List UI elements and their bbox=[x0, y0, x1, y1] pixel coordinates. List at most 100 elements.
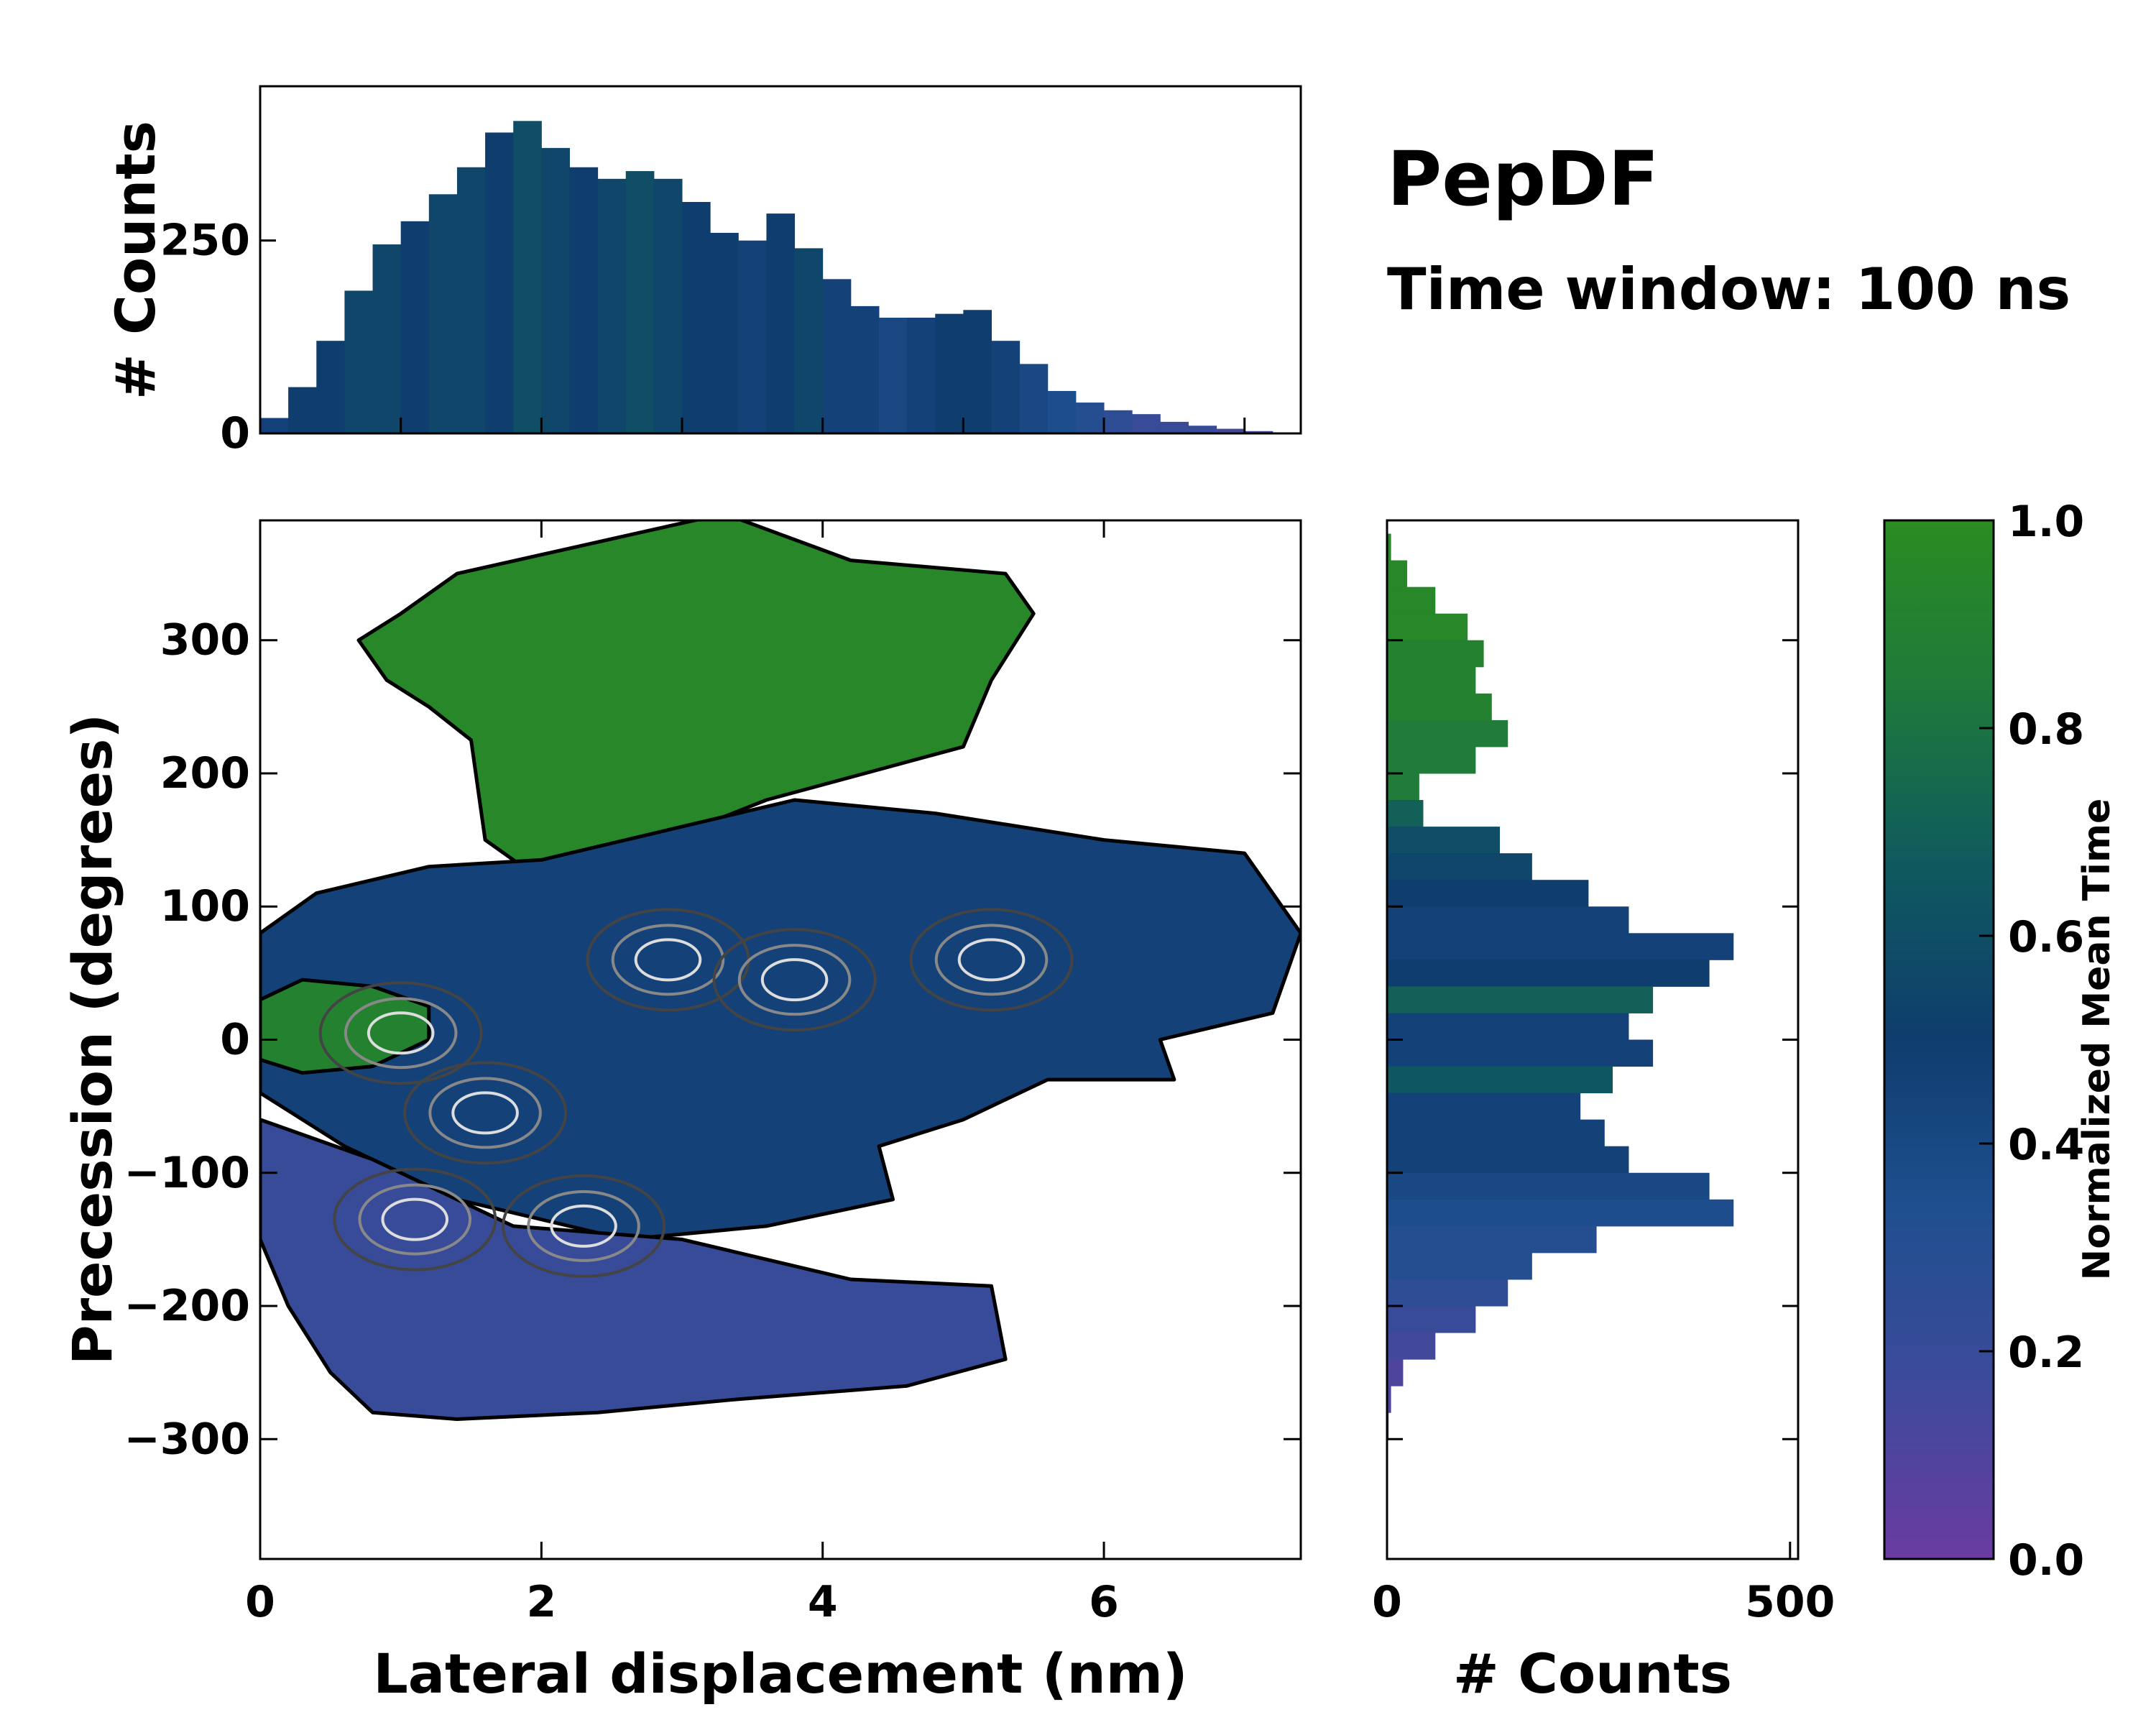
right-histogram-bar bbox=[1387, 1279, 1508, 1307]
main-heatmap-ylabel: Precession (degrees) bbox=[60, 714, 124, 1365]
top-histogram-bar bbox=[316, 341, 345, 433]
top-histogram-bar bbox=[766, 213, 796, 433]
main-heatmap-ytick-label: 100 bbox=[160, 881, 250, 932]
right-histogram-bar bbox=[1387, 560, 1408, 588]
colorbar-tick-label: 0.2 bbox=[2008, 1328, 2084, 1378]
heatmap-contour bbox=[527, 1190, 640, 1262]
colorbar-tick-label: 1.0 bbox=[2008, 497, 2084, 547]
right-histogram-bar bbox=[1387, 1172, 1710, 1200]
top-histogram-bar bbox=[1104, 410, 1133, 433]
main-heatmap-xtick-label: 2 bbox=[526, 1577, 556, 1627]
top-histogram-bar bbox=[682, 202, 711, 433]
main-heatmap-ytick-label: −100 bbox=[124, 1148, 250, 1198]
right-histogram-panel: 0 500 # Counts bbox=[1372, 519, 1835, 1706]
top-histogram-bar bbox=[1216, 428, 1245, 433]
top-histogram-bar bbox=[372, 244, 402, 433]
right-histogram-bar bbox=[1387, 1013, 1629, 1040]
right-histogram-bar bbox=[1387, 1146, 1629, 1174]
top-histogram-bar bbox=[710, 232, 739, 433]
right-histogram-bar bbox=[1387, 746, 1476, 774]
main-heatmap-ytick-label: 200 bbox=[160, 748, 250, 799]
top-histogram-bar bbox=[907, 318, 936, 433]
heatmap-contour bbox=[737, 944, 852, 1016]
top-histogram-bar bbox=[794, 248, 824, 433]
top-histogram-bar bbox=[485, 132, 514, 433]
heatmap-contour bbox=[934, 924, 1049, 996]
colorbar: 0.0 0.2 0.4 0.6 0.8 1.0 Normalized Mean Time bbox=[1883, 497, 2119, 1586]
right-histogram-xtick-label: 500 bbox=[1745, 1577, 1835, 1627]
right-histogram-bar bbox=[1387, 986, 1654, 1013]
right-histogram-bar bbox=[1387, 1199, 1734, 1227]
colorbar-gradient bbox=[1883, 519, 1995, 1560]
top-histogram-bar bbox=[1160, 421, 1189, 433]
right-histogram-bar bbox=[1387, 1066, 1613, 1094]
top-histogram-bar bbox=[935, 313, 964, 433]
top-histogram-bar bbox=[1132, 414, 1161, 433]
heatmap-contour bbox=[428, 1077, 542, 1149]
main-heatmap-ytick-label: 0 bbox=[220, 1015, 250, 1065]
top-histogram-bar bbox=[991, 341, 1021, 433]
top-histogram-bar bbox=[1075, 402, 1105, 433]
top-histogram-bar bbox=[850, 305, 880, 433]
top-histogram-bar bbox=[428, 194, 458, 433]
heatmap-contour bbox=[318, 981, 483, 1085]
top-histogram-bar bbox=[1047, 390, 1077, 433]
right-histogram-bar bbox=[1387, 1306, 1476, 1333]
right-histogram-bar bbox=[1387, 1039, 1654, 1067]
right-histogram-bar bbox=[1387, 1333, 1436, 1360]
top-histogram-panel: 0 250 # Counts bbox=[103, 85, 1302, 459]
heatmap-hotspots bbox=[318, 908, 1074, 1278]
heatmap-contour bbox=[502, 1174, 666, 1278]
right-histogram-bar bbox=[1387, 1359, 1404, 1386]
top-histogram-bar bbox=[653, 178, 683, 434]
right-histogram-bar bbox=[1387, 693, 1492, 721]
figure-title: PepDF bbox=[1387, 135, 1659, 223]
right-histogram-bar bbox=[1387, 773, 1419, 801]
colorbar-tick-label: 0.6 bbox=[2008, 912, 2084, 962]
main-heatmap-panel: 0 2 4 6 −300 −200 −100 0 100 200 300 Lateral displ… bbox=[60, 519, 1302, 1706]
top-histogram-bar bbox=[878, 318, 908, 433]
top-histogram-ytick-label: 250 bbox=[160, 216, 250, 266]
figure-subtitle: Time window: 100 ns bbox=[1387, 256, 2070, 323]
colorbar-tick-label: 0.4 bbox=[2008, 1120, 2084, 1170]
top-histogram-frame bbox=[259, 85, 1302, 435]
heatmap-contour bbox=[712, 928, 877, 1032]
right-histogram-bar bbox=[1387, 1386, 1391, 1413]
main-heatmap-xlabel: Lateral displacement (nm) bbox=[373, 1642, 1187, 1706]
heatmap-contour bbox=[909, 908, 1074, 1012]
main-heatmap-ticks: 0 2 4 6 −300 −200 −100 0 100 200 300 bbox=[124, 520, 1301, 1627]
top-histogram-bar bbox=[344, 290, 374, 433]
heatmap-region-middle bbox=[260, 798, 1301, 1241]
top-histogram-bar bbox=[1188, 426, 1217, 433]
right-histogram-bar bbox=[1387, 533, 1391, 561]
right-histogram-bar bbox=[1387, 853, 1532, 880]
top-histogram-bar bbox=[822, 279, 852, 433]
heatmap-contour bbox=[358, 1183, 472, 1256]
right-histogram-bar bbox=[1387, 586, 1436, 615]
right-histogram-xlabel: # Counts bbox=[1453, 1642, 1732, 1706]
heatmap-contour bbox=[634, 938, 702, 982]
top-histogram-ticks: 0 250 bbox=[160, 216, 1246, 459]
top-histogram-ylabel: # Counts bbox=[103, 121, 167, 400]
main-heatmap-xtick-label: 0 bbox=[245, 1577, 275, 1627]
top-histogram-bar bbox=[456, 167, 486, 433]
right-histogram-bar bbox=[1387, 613, 1468, 641]
right-histogram-bar bbox=[1387, 827, 1501, 854]
heatmap-contour bbox=[550, 1204, 617, 1248]
heatmap-contour bbox=[403, 1061, 568, 1165]
main-heatmap-xtick-label: 4 bbox=[808, 1577, 838, 1627]
colorbar-tick-label: 0.0 bbox=[2008, 1535, 2084, 1586]
right-histogram-xtick-label: 0 bbox=[1372, 1577, 1402, 1627]
right-histogram-bar bbox=[1387, 906, 1629, 934]
colorbar-tick-label: 0.8 bbox=[2008, 704, 2084, 755]
top-histogram-bar bbox=[1244, 431, 1273, 433]
top-histogram-ytick-label: 0 bbox=[220, 408, 250, 459]
top-histogram-bar bbox=[400, 221, 430, 433]
top-histogram-bar bbox=[541, 147, 570, 433]
main-heatmap-ytick-label: −300 bbox=[124, 1414, 250, 1464]
heatmap-contour bbox=[611, 924, 725, 996]
main-heatmap-xtick-label: 6 bbox=[1089, 1577, 1119, 1627]
right-histogram-bar bbox=[1387, 933, 1734, 960]
top-histogram-bar bbox=[597, 178, 627, 434]
